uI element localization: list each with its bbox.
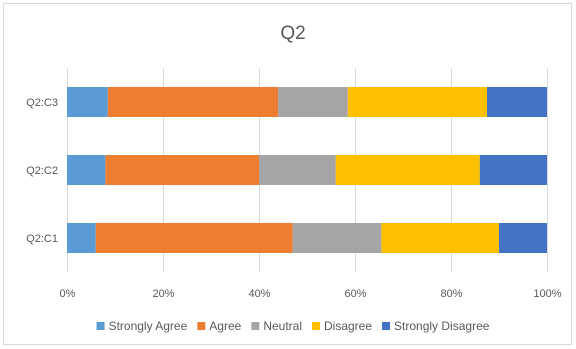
x-tick-label: 20% xyxy=(152,288,174,300)
bar-segment xyxy=(105,155,260,185)
x-tick-label: 100% xyxy=(533,288,561,300)
category-axis: Q2:C1 Q2:C2 Q2:C3 xyxy=(26,97,58,245)
bar-segment xyxy=(107,87,279,117)
bar-segment xyxy=(487,87,547,117)
x-tick-label: 60% xyxy=(344,288,366,300)
legend-label: Strongly Disagree xyxy=(394,319,490,333)
legend-label: Strongly Agree xyxy=(109,319,188,333)
legend-swatch xyxy=(312,322,321,330)
bar-segment xyxy=(67,87,108,117)
legend: Strongly Agree Agree Neutral Disagree Strong… xyxy=(96,319,490,333)
legend-label: Disagree xyxy=(324,319,372,333)
bar-segment xyxy=(292,223,382,253)
legend-label: Neutral xyxy=(263,319,302,333)
bar-segment xyxy=(347,87,487,117)
x-tick-label: 80% xyxy=(440,288,462,300)
legend-swatch xyxy=(197,322,206,330)
legend-label: Agree xyxy=(209,319,241,333)
bar-segment xyxy=(278,87,348,117)
bar-segment xyxy=(95,223,293,253)
y-tick-label: Q2:C1 xyxy=(26,233,58,245)
y-tick-label: Q2:C2 xyxy=(26,165,58,177)
bar-segment xyxy=(381,223,499,253)
bar-segment xyxy=(499,223,547,253)
legend-swatch xyxy=(382,322,391,330)
x-tick-label: 0% xyxy=(60,288,76,300)
bar-segment xyxy=(335,155,480,185)
legend-swatch xyxy=(96,322,105,330)
bar-segment xyxy=(259,155,336,185)
x-tick-label: 40% xyxy=(248,288,270,300)
chart-title: Q2 xyxy=(280,23,305,44)
bar-segment xyxy=(67,155,106,185)
legend-swatch xyxy=(251,322,260,330)
value-axis: 0% 20% 40% 60% 80% 100% xyxy=(60,288,562,300)
y-tick-label: Q2:C3 xyxy=(26,97,58,109)
bars xyxy=(67,87,547,253)
bar-segment xyxy=(479,155,547,185)
bar-segment xyxy=(67,223,96,253)
